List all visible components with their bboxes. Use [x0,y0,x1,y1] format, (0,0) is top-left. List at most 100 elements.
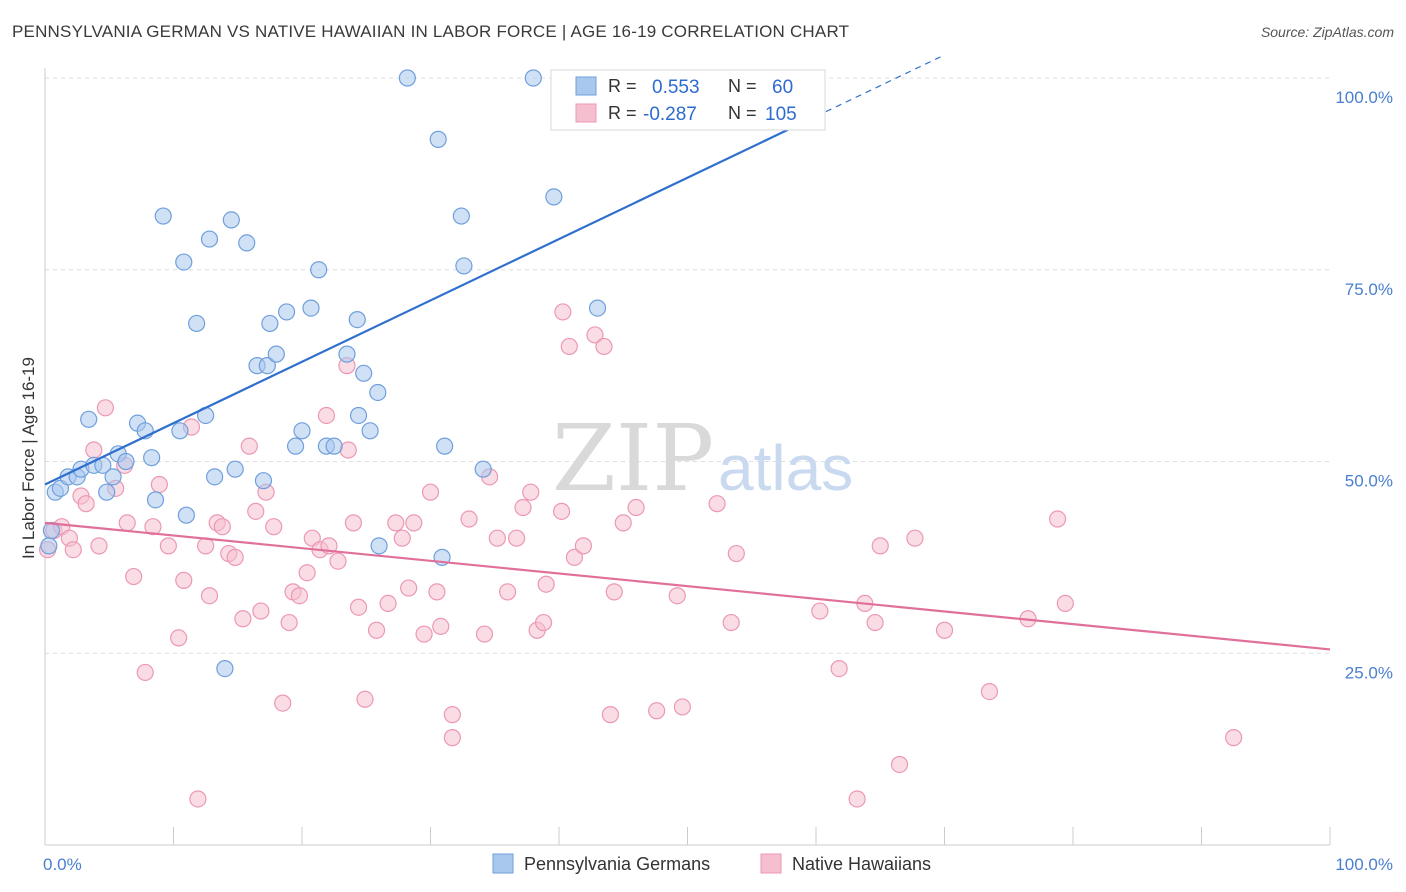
data-point [206,468,224,486]
grid-lines [45,77,1330,654]
watermark-zip: ZIP [552,405,714,512]
x-tick-label: 100.0% [1335,855,1393,874]
legend-r-value-2: -0.287 [643,104,697,125]
data-point [443,706,461,724]
x-tick-label: 0.0% [43,855,82,874]
legend-swatch-blue [575,76,597,96]
data-point [171,422,189,440]
data-point [355,364,373,382]
data-point [474,460,492,478]
data-point [443,729,461,747]
data-point [154,207,172,225]
data-point [329,552,347,570]
data-point [136,663,154,682]
data-point [811,602,829,620]
data-point [298,564,316,582]
data-point [265,518,283,536]
data-point [537,575,555,593]
data-point [344,514,362,532]
data-point [293,422,311,440]
data-point [574,537,593,555]
data-point [387,514,405,532]
data-point [524,69,542,87]
data-point [460,510,478,528]
data-point [144,518,162,536]
legend-r-label-2: R = [608,103,637,123]
data-point [348,311,366,329]
data-point [159,537,177,555]
data-point [866,613,884,632]
data-point [338,345,356,363]
data-point [514,498,532,517]
data-point [356,690,374,708]
data-point [369,383,387,402]
data-point [475,625,494,643]
legend-n-value-1: 60 [772,77,793,98]
data-point [452,207,470,225]
x-tick-labels: 0.0% 100.0% [43,855,1393,874]
y-tick-label: 25.0% [1345,663,1393,682]
legend-bottom-label-2: Native Hawaiians [792,854,931,874]
data-point [890,755,909,774]
data-point [317,406,336,425]
data-point [830,659,848,678]
data-point [428,583,446,601]
series-legend: Pennsylvania Germans Native Hawaiians [492,853,931,874]
data-point [627,498,645,517]
chart-title: PENNSYLVANIA GERMAN VS NATIVE HAWAIIAN I… [12,22,850,41]
data-point [722,613,740,632]
y-axis-label: In Labor Force | Age 16-19 [19,357,38,559]
native-hawaiians-points [38,303,1243,808]
y-tick-labels: 25.0% 50.0% 75.0% 100.0% [1335,88,1393,682]
data-point [668,587,686,605]
data-point [188,314,206,333]
data-point [150,475,168,494]
data-point [252,602,270,620]
data-point [213,518,231,536]
pennsylvania-germans-points [40,69,825,678]
data-point [1048,510,1067,528]
data-point [393,529,411,547]
legend-r-label-1: R = [608,76,637,96]
legend-bottom-label-1: Pennsylvania Germans [524,854,710,874]
data-point [40,537,58,555]
data-point [552,502,571,520]
data-point [586,326,604,344]
data-point [595,337,613,356]
data-point [175,253,193,271]
trend-line-native-hawaiians [44,521,1331,651]
data-point [277,303,296,321]
data-point [1225,729,1243,747]
data-point [1056,594,1074,612]
data-point [415,625,433,643]
data-point [189,790,207,808]
data-point [77,495,95,513]
trend-line-extension [815,54,945,117]
data-point [432,617,450,636]
data-point [146,491,165,509]
data-point [727,544,745,563]
data-point [222,211,240,229]
axes [44,68,1331,846]
data-point [379,594,397,612]
data-point [871,537,889,555]
data-point [367,621,386,639]
data-point [648,702,666,720]
data-point [614,514,632,532]
y-tick-label: 100.0% [1335,88,1393,107]
data-point [274,694,292,712]
y-tick-label: 50.0% [1345,472,1393,491]
data-point [339,441,357,459]
data-point [240,437,258,455]
data-point [200,587,219,605]
data-point [238,234,256,252]
trend-line-pennsylvania-germans [44,115,817,486]
data-point [935,621,954,639]
data-point [325,437,343,455]
data-point [258,357,276,375]
data-point [370,537,388,555]
data-point [96,399,114,417]
data-point [588,299,607,317]
legend-r-value-1: 0.553 [652,77,700,98]
